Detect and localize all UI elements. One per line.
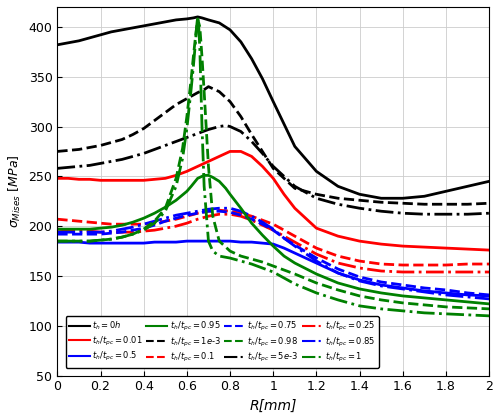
X-axis label: R[mm]: R[mm] [250, 399, 297, 413]
Legend: $t_h = 0h$, $t_h/t_{pc} = 0.01$, $t_h/t_{pc} = 0.5$, $t_h/t_{pc} = 0.95$, $t_h/t: $t_h = 0h$, $t_h/t_{pc} = 0.01$, $t_h/t_… [66, 316, 379, 368]
Y-axis label: $\sigma_{Mises}\ [MPa]$: $\sigma_{Mises}\ [MPa]$ [7, 155, 23, 228]
